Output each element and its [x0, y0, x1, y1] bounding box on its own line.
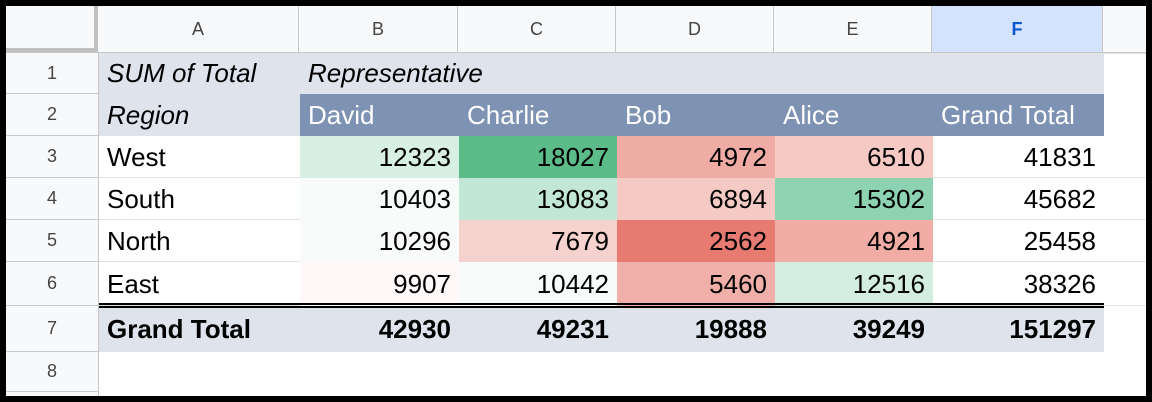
column-header-b[interactable]: B: [299, 6, 458, 52]
grand-total-label[interactable]: Grand Total: [107, 313, 251, 344]
grand-total-cell[interactable]: 42930: [378, 313, 451, 344]
pivot-value-cell[interactable]: 25458: [1023, 225, 1096, 256]
pivot-value-cell[interactable]: 15302: [775, 178, 933, 220]
pivot-table: SUM of Total Representative Region David Cha…: [99, 53, 1146, 396]
pivot-value-cell[interactable]: 10296: [300, 220, 459, 262]
pivot-value-cell[interactable]: 9907: [300, 262, 459, 306]
pivot-column-header[interactable]: Grand Total: [941, 99, 1075, 130]
pivot-column-header[interactable]: Bob: [625, 99, 672, 130]
column-field-label[interactable]: Representative: [308, 58, 483, 88]
row-field-band: [99, 94, 300, 136]
pivot-value-cell[interactable]: 45682: [1023, 183, 1096, 214]
row-field-label[interactable]: Region: [107, 99, 190, 130]
gridline: [99, 53, 1146, 54]
pivot-row-label[interactable]: North: [107, 225, 171, 256]
column-header-e[interactable]: E: [774, 6, 932, 52]
row-header-3[interactable]: 3: [6, 136, 98, 178]
pivot-column-header[interactable]: Charlie: [467, 99, 550, 130]
grand-total-cell[interactable]: 19888: [694, 313, 767, 344]
row-header-7[interactable]: 7: [6, 306, 98, 352]
grand-total-cell[interactable]: 39249: [852, 313, 925, 344]
grand-total-cell[interactable]: 49231: [536, 313, 609, 344]
row-header-6[interactable]: 6: [6, 262, 98, 306]
pivot-value-cell[interactable]: 13083: [459, 178, 617, 220]
row-header-1[interactable]: 1: [6, 53, 98, 94]
column-field-band: [300, 94, 1104, 136]
column-header-d[interactable]: D: [616, 6, 774, 52]
pivot-value-cell[interactable]: 4972: [617, 136, 775, 178]
row-header-5[interactable]: 5: [6, 220, 98, 262]
pivot-row-label[interactable]: East: [107, 268, 160, 299]
column-header-f[interactable]: F: [932, 6, 1103, 52]
pivot-column-header[interactable]: Alice: [783, 99, 840, 130]
grand-total-cell[interactable]: 151297: [1009, 313, 1096, 344]
pivot-value-cell[interactable]: 5460: [617, 262, 775, 306]
pivot-row-label[interactable]: South: [107, 183, 175, 214]
pivot-value-cell[interactable]: 12323: [300, 136, 459, 178]
column-header-c[interactable]: C: [458, 6, 616, 52]
grand-total-double-border: [99, 303, 1104, 308]
pivot-value-cell[interactable]: 10403: [300, 178, 459, 220]
row-header-8[interactable]: 8: [6, 352, 98, 392]
column-header-a[interactable]: A: [98, 6, 299, 52]
pivot-value-cell[interactable]: 7679: [459, 220, 617, 262]
pivot-header-band: [99, 53, 1104, 94]
sum-label-cell[interactable]: SUM of Total: [107, 58, 257, 88]
pivot-row-label[interactable]: West: [107, 141, 166, 172]
pivot-column-header[interactable]: David: [308, 99, 375, 130]
row-header-2[interactable]: 2: [6, 94, 98, 136]
select-all-corner[interactable]: [6, 6, 98, 52]
pivot-value-cell[interactable]: 10442: [459, 262, 617, 306]
pivot-value-cell[interactable]: 6894: [617, 178, 775, 220]
pivot-value-cell[interactable]: 41831: [1023, 141, 1096, 172]
pivot-value-cell[interactable]: 38326: [1023, 268, 1096, 299]
pivot-value-cell[interactable]: 18027: [459, 136, 617, 178]
row-header-4[interactable]: 4: [6, 178, 98, 220]
grand-total-band: [99, 306, 1104, 352]
pivot-value-cell[interactable]: 4921: [775, 220, 933, 262]
pivot-value-cell[interactable]: 6510: [775, 136, 933, 178]
pivot-value-cell[interactable]: 2562: [617, 220, 775, 262]
pivot-value-cell[interactable]: 12516: [775, 262, 933, 306]
